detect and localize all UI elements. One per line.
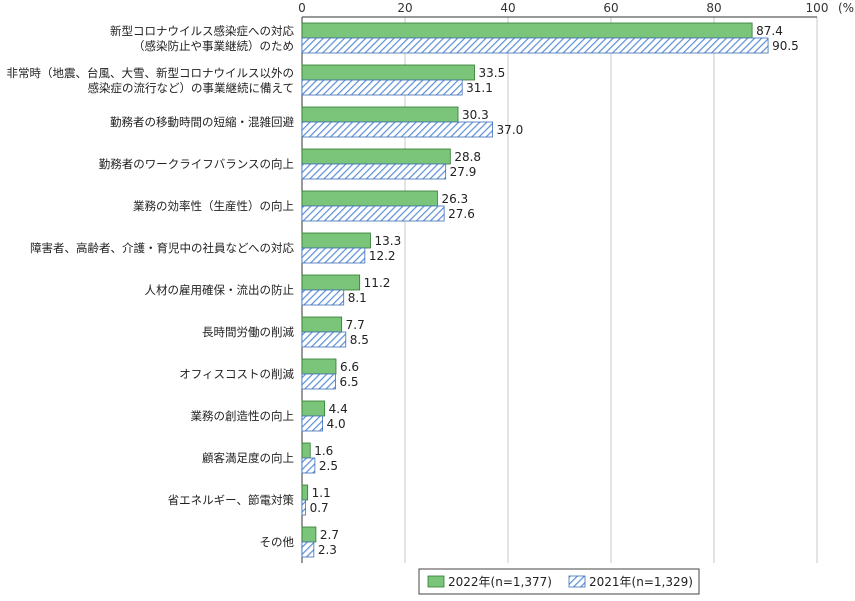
bar-2021 [301, 247, 366, 264]
bar-2021 [301, 205, 445, 222]
value-label-2022: 30.3 [462, 108, 489, 122]
x-tick-label: 80 [706, 1, 721, 15]
value-label-2021: 90.5 [772, 39, 799, 53]
bar-2021 [301, 79, 463, 96]
value-labels: 87.490.5 33.531.1 30.3 37.0 28.827.9 26.327.6… [310, 24, 799, 557]
bar-2021 [301, 121, 493, 138]
category-label: 勤務者の移動時間の短縮・混雑回避 [110, 115, 294, 129]
legend-swatch-2021 [568, 575, 586, 588]
bar-2022 [301, 484, 309, 501]
category-label: 障害者、高齢者、介護・育児中の社員などへの対応 [30, 241, 294, 255]
x-tick-label: 60 [603, 1, 618, 15]
bar-2021 [301, 373, 336, 390]
grid [301, 16, 818, 563]
value-label-2021: 2.5 [319, 459, 338, 473]
value-label-2022: 13.3 [374, 234, 401, 248]
value-label-2022: 33.5 [479, 66, 506, 80]
category-label: 人材の雇用確保・流出の防止 [145, 283, 295, 297]
value-label-2021: 8.5 [350, 333, 369, 347]
bar-2022 [301, 22, 753, 39]
legend: 2022年(n=1,377) 2021年(n=1,329) [418, 568, 700, 595]
bar-2021 [301, 37, 769, 54]
value-label-2022: 6.6 [340, 360, 359, 374]
x-tick-label: 20 [397, 1, 412, 15]
bar-2021 [301, 415, 324, 432]
value-label-2021: 37.0 [497, 123, 524, 137]
value-label-2022: 1.1 [312, 486, 331, 500]
bar-2021 [301, 457, 316, 474]
bar-2021 [301, 331, 347, 348]
bar-2022 [301, 316, 343, 333]
value-label-2021: 8.1 [348, 291, 367, 305]
category-label: 非常時（地震、台風、大雪、新型コロナウイルス以外の感染症の流行など）の事業継続に… [7, 66, 295, 95]
category-label: 長時間労働の削減 [202, 325, 294, 339]
category-label: 省エネルギー、節電対策 [168, 493, 295, 507]
bar-2022 [301, 106, 459, 123]
value-label-2022: 28.8 [454, 150, 481, 164]
value-label-2022: 7.7 [346, 318, 365, 332]
bar-2021 [301, 289, 345, 306]
value-label-2021: 0.7 [310, 501, 329, 515]
value-label-2022: 87.4 [756, 24, 783, 38]
category-label: 業務の創造性の向上 [191, 409, 295, 423]
value-label-2021: 27.6 [448, 207, 475, 221]
bar-2022 [301, 232, 371, 249]
bar-2022 [301, 400, 326, 417]
bar-2022 [301, 526, 317, 543]
bar-2022 [301, 190, 438, 207]
category-labels: 新型コロナウイルス感染症への対応（感染防止や事業継続）のため非常時（地震、台風、… [7, 24, 295, 549]
value-label-2021: 4.0 [327, 417, 346, 431]
value-label-2021: 2.3 [318, 543, 337, 557]
bar-2022 [301, 358, 337, 375]
category-label: オフィスコストの削減 [179, 367, 294, 381]
value-label-2021: 31.1 [466, 81, 493, 95]
x-axis-ticks: 0 20 40 60 80 100 [298, 1, 828, 15]
value-label-2022: 26.3 [441, 192, 468, 206]
x-axis-unit: (%) [838, 1, 855, 15]
x-tick-label: 0 [298, 1, 306, 15]
value-label-2022: 11.2 [364, 276, 391, 290]
category-label: その他 [260, 535, 295, 549]
x-tick-label: 100 [806, 1, 829, 15]
bar-2022 [301, 442, 311, 459]
bar-2022 [301, 64, 475, 81]
bars [301, 22, 769, 558]
category-label: 顧客満足度の向上 [202, 451, 294, 465]
bar-2022 [301, 148, 451, 165]
category-label: 業務の効率性（生産性）の向上 [133, 199, 294, 213]
x-tick-label: 40 [500, 1, 515, 15]
value-label-2022: 4.4 [329, 402, 348, 416]
bar-2022 [301, 274, 361, 291]
category-label: 勤務者のワークライフバランスの向上 [99, 157, 294, 171]
legend-frame [418, 568, 700, 595]
value-label-2021: 6.5 [339, 375, 358, 389]
bar-2021 [301, 541, 315, 558]
value-label-2021: 12.2 [369, 249, 396, 263]
legend-label-2022: 2022年(n=1,377) [448, 575, 552, 589]
bar-2021 [301, 163, 447, 180]
value-label-2022: 2.7 [320, 528, 339, 542]
legend-label-2021: 2021年(n=1,329) [589, 575, 693, 589]
value-label-2021: 27.9 [450, 165, 477, 179]
category-label: 新型コロナウイルス感染症への対応（感染防止や事業継続）のため [110, 24, 294, 53]
bar-2021 [301, 499, 307, 516]
value-label-2022: 1.6 [314, 444, 333, 458]
legend-swatch-2022 [427, 575, 445, 588]
